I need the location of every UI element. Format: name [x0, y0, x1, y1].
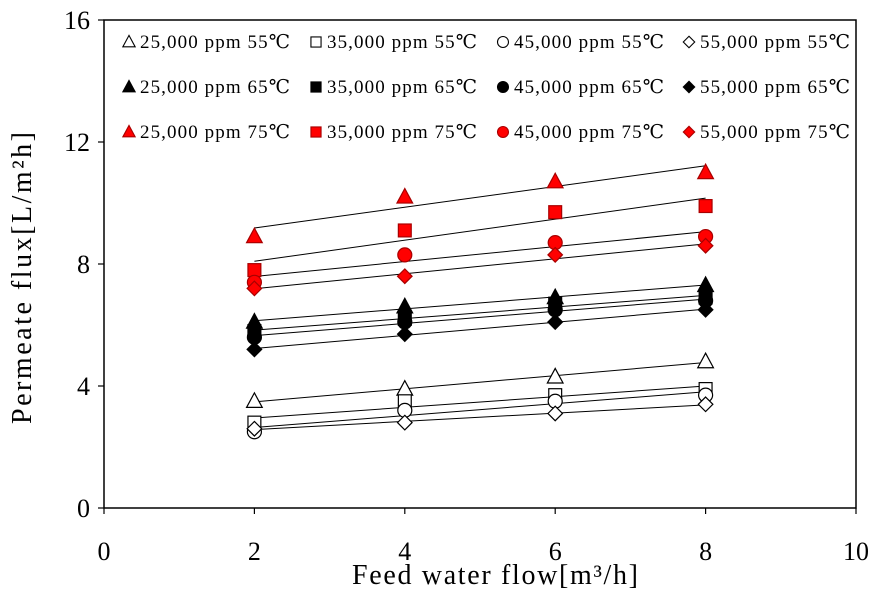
trend-line-series-3 — [254, 391, 706, 428]
y-tick-label: 16 — [64, 6, 90, 35]
axis-ticks: 0 2 4 6 8 10 0 4 8 12 16 — [64, 6, 869, 566]
legend-entry: 35,000 ppm 55℃ — [310, 32, 477, 53]
triangle-marker-series-9 — [245, 226, 264, 244]
circle-marker-series-11 — [397, 247, 413, 263]
legend-label: 55,000 ppm 65℃ — [700, 77, 850, 98]
x-axis-title: Feed water flow[m³/h] — [352, 560, 638, 591]
legend-label: 35,000 ppm 65℃ — [327, 77, 477, 98]
trend-lines — [254, 165, 706, 431]
triangle-marker-series-9 — [696, 162, 715, 180]
legend: 25,000 ppm 55℃ 35,000 ppm 55℃ 45,000 ppm 5… — [121, 32, 850, 143]
y-tick-label: 0 — [77, 494, 90, 523]
diamond-marker-series-12 — [396, 268, 413, 285]
square-marker-series-10 — [548, 205, 563, 220]
diamond-marker-series-4 — [246, 420, 263, 437]
legend-entry: 45,000 ppm 65℃ — [496, 77, 664, 98]
legend-triangle-icon — [121, 79, 137, 93]
legend-circle-icon — [496, 35, 510, 49]
legend-entry: 55,000 ppm 65℃ — [682, 77, 850, 98]
legend-square-icon — [310, 81, 322, 93]
x-tick-label: 10 — [843, 537, 869, 566]
legend-circle-icon — [496, 80, 510, 94]
legend-entry: 35,000 ppm 75℃ — [310, 122, 477, 143]
y-tick-label: 8 — [77, 250, 90, 279]
square-marker-series-10 — [397, 223, 412, 238]
x-tick-label: 8 — [699, 537, 712, 566]
legend-square-icon — [310, 126, 322, 138]
triangle-marker-series-9 — [546, 171, 565, 189]
square-marker-series-10 — [247, 263, 262, 278]
triangle-marker-series-9 — [395, 187, 414, 204]
triangle-marker-series-1 — [696, 351, 715, 369]
triangle-marker-series-1 — [245, 391, 264, 409]
legend-label: 35,000 ppm 75℃ — [327, 122, 477, 143]
legend-entry: 25,000 ppm 75℃ — [121, 122, 290, 143]
legend-label: 25,000 ppm 55℃ — [140, 32, 290, 53]
trend-line-series-6 — [254, 294, 706, 331]
trend-line-series-5 — [254, 284, 706, 322]
trend-line-series-11 — [254, 231, 706, 278]
data-markers — [245, 162, 715, 440]
legend-entry: 55,000 ppm 75℃ — [682, 122, 850, 143]
legend-square-icon — [310, 36, 322, 48]
legend-triangle-icon — [121, 124, 137, 138]
diamond-marker-series-4 — [396, 414, 413, 431]
legend-entry: 45,000 ppm 75℃ — [496, 122, 664, 143]
triangle-marker-series-1 — [546, 367, 565, 384]
legend-label: 25,000 ppm 75℃ — [140, 122, 290, 143]
x-tick-label: 2 — [248, 537, 261, 566]
legend-label: 25,000 ppm 65℃ — [140, 77, 290, 98]
legend-label: 35,000 ppm 55℃ — [327, 32, 477, 53]
y-axis-title: Permeate flux[L/m²h] — [7, 132, 38, 424]
legend-label: 45,000 ppm 55℃ — [514, 32, 664, 53]
square-marker-series-10 — [698, 199, 713, 214]
legend-label: 45,000 ppm 65℃ — [514, 77, 664, 98]
legend-diamond-icon — [682, 35, 696, 49]
legend-label: 55,000 ppm 55℃ — [700, 32, 850, 53]
trend-line-series-8 — [254, 308, 706, 349]
legend-diamond-icon — [682, 125, 696, 139]
trend-line-series-1 — [254, 362, 706, 403]
legend-label: 45,000 ppm 75℃ — [514, 122, 664, 143]
diamond-marker-series-12 — [246, 280, 263, 297]
legend-entry: 35,000 ppm 65℃ — [310, 77, 477, 98]
legend-entry: 45,000 ppm 55℃ — [496, 32, 664, 53]
y-tick-label: 4 — [77, 372, 90, 401]
legend-entry: 25,000 ppm 55℃ — [121, 32, 290, 53]
legend-entry: 25,000 ppm 65℃ — [121, 77, 290, 98]
legend-circle-icon — [496, 125, 510, 139]
diamond-marker-series-4 — [697, 396, 714, 413]
diamond-marker-series-8 — [697, 301, 714, 318]
diamond-marker-series-12 — [697, 237, 714, 254]
x-tick-label: 6 — [549, 537, 562, 566]
x-tick-label: 0 — [98, 537, 111, 566]
diamond-marker-series-4 — [547, 405, 564, 422]
diamond-marker-series-12 — [547, 246, 564, 263]
legend-entry: 55,000 ppm 55℃ — [682, 32, 850, 53]
legend-triangle-icon — [121, 34, 137, 48]
trend-line-series-10 — [254, 197, 706, 262]
legend-label: 55,000 ppm 75℃ — [700, 122, 850, 143]
trend-line-series-4 — [254, 404, 706, 431]
diamond-marker-series-8 — [547, 313, 564, 331]
legend-diamond-icon — [682, 80, 696, 94]
trend-line-series-9 — [254, 165, 706, 229]
x-tick-label: 4 — [398, 537, 411, 566]
trend-line-series-2 — [254, 385, 706, 419]
trend-line-series-7 — [254, 298, 706, 337]
diamond-marker-series-8 — [396, 326, 413, 343]
y-tick-label: 12 — [64, 128, 90, 157]
diamond-marker-series-8 — [246, 341, 263, 358]
trend-line-series-12 — [254, 243, 706, 290]
